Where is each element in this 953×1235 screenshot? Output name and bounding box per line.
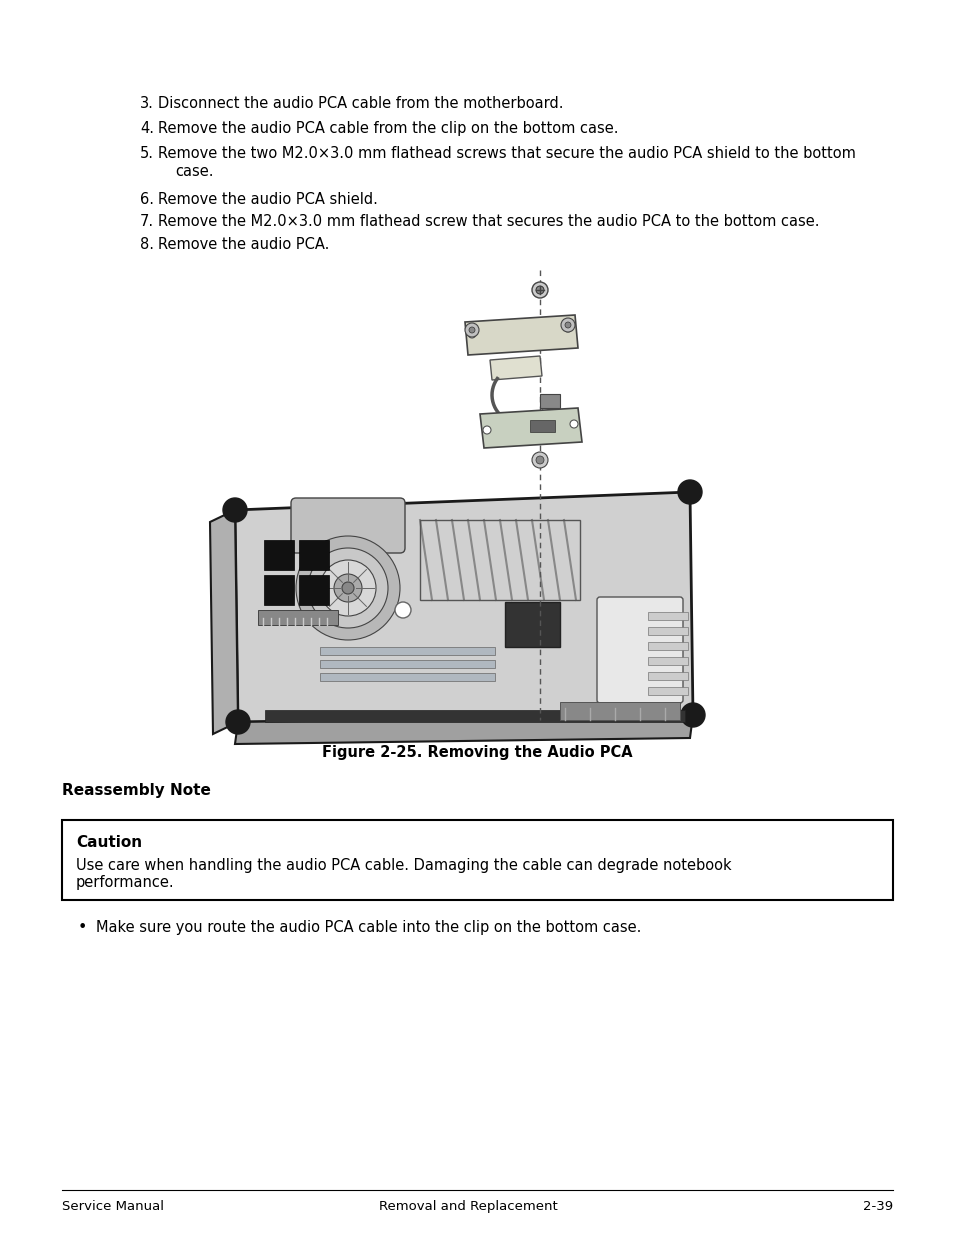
Bar: [62, 820, 892, 900]
Circle shape: [341, 582, 354, 594]
Bar: [647, 687, 687, 695]
Text: 6.: 6.: [140, 191, 153, 207]
Polygon shape: [234, 715, 692, 743]
Polygon shape: [210, 510, 237, 734]
Circle shape: [564, 322, 571, 329]
Bar: [298, 576, 329, 605]
Circle shape: [226, 710, 250, 734]
Bar: [647, 642, 687, 650]
Bar: [647, 672, 687, 680]
Text: 4.: 4.: [140, 121, 153, 136]
Bar: [264, 540, 294, 571]
Circle shape: [680, 703, 704, 727]
Bar: [647, 613, 687, 620]
Bar: [647, 627, 687, 635]
FancyBboxPatch shape: [597, 597, 682, 703]
Bar: [264, 576, 294, 605]
Polygon shape: [234, 492, 692, 722]
Bar: [319, 659, 495, 668]
Circle shape: [569, 420, 578, 429]
Bar: [257, 610, 337, 625]
Text: case.: case.: [174, 164, 213, 179]
Text: 8.: 8.: [140, 237, 153, 252]
Circle shape: [563, 324, 572, 332]
FancyBboxPatch shape: [291, 498, 405, 553]
Circle shape: [532, 452, 547, 468]
Circle shape: [468, 330, 476, 338]
Circle shape: [308, 548, 388, 629]
Text: Caution: Caution: [76, 835, 142, 850]
Circle shape: [223, 498, 247, 522]
Text: Use care when handling the audio PCA cable. Damaging the cable can degrade noteb: Use care when handling the audio PCA cab…: [76, 858, 731, 890]
Text: Make sure you route the audio PCA cable into the clip on the bottom case.: Make sure you route the audio PCA cable …: [96, 920, 640, 935]
Text: 5.: 5.: [140, 146, 153, 161]
Circle shape: [319, 559, 375, 616]
Circle shape: [536, 287, 543, 294]
Text: Figure 2-25. Removing the Audio PCA: Figure 2-25. Removing the Audio PCA: [321, 745, 632, 760]
Circle shape: [536, 456, 543, 464]
Bar: [298, 540, 329, 571]
Polygon shape: [490, 356, 541, 380]
Polygon shape: [479, 408, 581, 448]
Circle shape: [464, 324, 478, 337]
Bar: [530, 420, 555, 432]
Text: Service Manual: Service Manual: [62, 1200, 164, 1213]
Text: 7.: 7.: [140, 214, 154, 228]
Text: Reassembly Note: Reassembly Note: [62, 783, 211, 798]
Bar: [319, 673, 495, 680]
Circle shape: [469, 327, 475, 333]
Text: Removal and Replacement: Removal and Replacement: [378, 1200, 557, 1213]
Circle shape: [295, 536, 399, 640]
Bar: [265, 710, 684, 722]
Circle shape: [532, 282, 547, 298]
Text: Remove the audio PCA shield.: Remove the audio PCA shield.: [158, 191, 377, 207]
Text: Remove the audio PCA cable from the clip on the bottom case.: Remove the audio PCA cable from the clip…: [158, 121, 618, 136]
Bar: [504, 601, 559, 647]
Text: Remove the two M2.0×3.0 mm flathead screws that secure the audio PCA shield to t: Remove the two M2.0×3.0 mm flathead scre…: [158, 146, 855, 161]
Circle shape: [560, 317, 575, 332]
Bar: [647, 657, 687, 664]
Text: 3.: 3.: [140, 96, 153, 111]
Text: Remove the M2.0×3.0 mm flathead screw that secures the audio PCA to the bottom c: Remove the M2.0×3.0 mm flathead screw th…: [158, 214, 819, 228]
Text: Remove the audio PCA.: Remove the audio PCA.: [158, 237, 329, 252]
Polygon shape: [464, 315, 578, 354]
Circle shape: [482, 426, 491, 433]
Text: Disconnect the audio PCA cable from the motherboard.: Disconnect the audio PCA cable from the …: [158, 96, 563, 111]
Circle shape: [334, 574, 361, 601]
Circle shape: [678, 480, 701, 504]
Bar: [539, 394, 559, 408]
Circle shape: [395, 601, 411, 618]
Bar: [419, 520, 579, 600]
Text: •: •: [77, 920, 87, 935]
Bar: [319, 647, 495, 655]
Bar: [559, 701, 679, 720]
Text: 2-39: 2-39: [862, 1200, 892, 1213]
